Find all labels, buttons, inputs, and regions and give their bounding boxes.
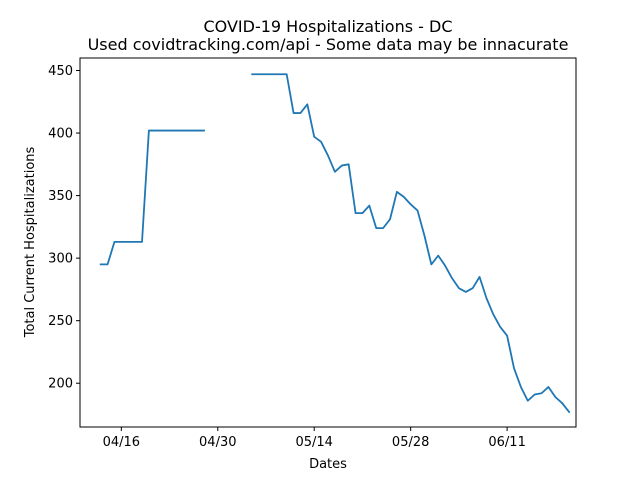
y-tick-label: 350 <box>48 189 73 204</box>
plot-frame <box>79 57 577 428</box>
series-line <box>99 129 205 266</box>
y-tick-label: 250 <box>48 314 73 329</box>
y-tick-label: 450 <box>48 64 73 79</box>
x-axis-label: Dates <box>309 457 347 472</box>
x-tick-label: 05/28 <box>392 435 429 450</box>
y-axis-label: Total Current Hospitalizations <box>23 146 38 338</box>
x-tick-label: 04/16 <box>103 435 140 450</box>
series-line <box>251 73 564 405</box>
y-tick-label: 200 <box>48 377 73 392</box>
series-line <box>560 401 571 414</box>
x-tick-label: 04/30 <box>199 435 236 450</box>
chart-title: COVID-19 Hospitalizations - DC <box>203 17 452 36</box>
chart-subtitle: Used covidtracking.com/api - Some data m… <box>88 35 569 54</box>
y-tick-label: 300 <box>48 252 73 267</box>
x-tick-label: 05/14 <box>295 435 332 450</box>
y-tick-label: 400 <box>48 127 73 142</box>
x-tick-label: 06/11 <box>488 435 525 450</box>
